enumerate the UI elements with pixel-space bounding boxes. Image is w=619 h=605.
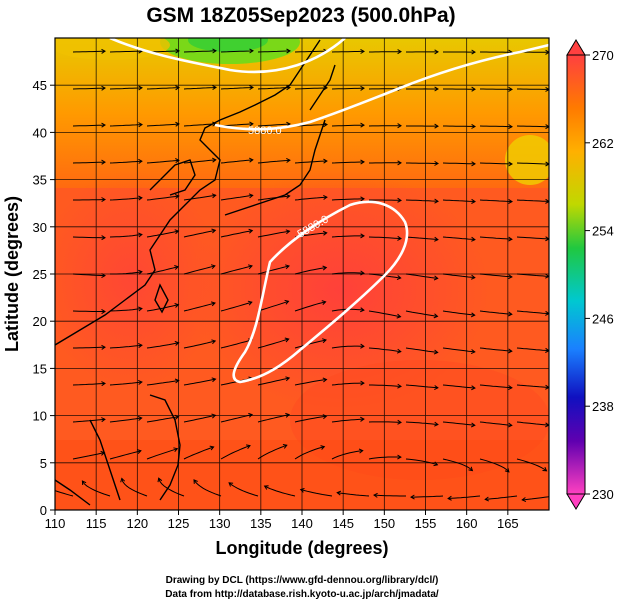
colorbar-gradient <box>566 54 586 495</box>
x-tick-label: 115 <box>86 516 107 531</box>
y-tick-label: 25 <box>33 267 47 282</box>
colorbar-tick-label: 230 <box>592 487 614 502</box>
colorbar-top-arrow <box>566 39 586 56</box>
y-tick-label: 10 <box>33 409 47 424</box>
colorbar-tick-label: 254 <box>592 224 614 239</box>
temperature-field <box>55 38 549 510</box>
contour-5880 <box>109 38 549 384</box>
colorbar-tick-label: 238 <box>592 399 614 414</box>
x-tick-label: 155 <box>415 516 437 531</box>
y-tick-label: 0 <box>40 503 47 518</box>
y-tick-label: 30 <box>33 220 47 235</box>
credit-data: Data from http://database.rish.kyoto-u.a… <box>165 589 439 600</box>
x-tick-label: 110 <box>45 516 66 531</box>
colorbar-tick-label: 246 <box>592 311 614 326</box>
y-tick-label: 35 <box>33 173 47 188</box>
y-axis: 0 5 10 15 20 25 30 35 40 45 <box>33 78 55 518</box>
x-tick-label: 135 <box>250 516 272 531</box>
grid-lines <box>55 38 549 510</box>
y-tick-label: 15 <box>33 361 47 376</box>
x-tick-label: 165 <box>497 516 519 531</box>
y-tick-label: 40 <box>33 125 47 140</box>
x-axis-label: Longitude (degrees) <box>215 538 388 558</box>
x-tick-label: 160 <box>456 516 478 531</box>
credit-drawing: Drawing by DCL (https://www.gfd-dennou.o… <box>166 575 439 586</box>
x-tick-label: 140 <box>291 516 313 531</box>
x-axis: 110 115 120 125 130 135 140 145 150 155 160 165 <box>45 510 519 531</box>
x-tick-label: 145 <box>332 516 354 531</box>
colorbar: 270 262 254 246 238 230 <box>566 39 614 510</box>
x-tick-label: 120 <box>126 516 148 531</box>
y-tick-label: 5 <box>40 456 47 471</box>
colorbar-tick-label: 270 <box>592 48 614 63</box>
x-tick-label: 125 <box>168 516 190 531</box>
y-axis-label: Latitude (degrees) <box>2 196 22 352</box>
y-tick-label: 45 <box>33 78 47 93</box>
colorbar-bottom-arrow <box>566 493 586 510</box>
x-tick-label: 130 <box>209 516 231 531</box>
colorbar-tick-label: 262 <box>592 136 614 151</box>
plot-title: GSM 18Z05Sep2023 (500.0hPa) <box>146 4 455 27</box>
x-tick-label: 150 <box>373 516 395 531</box>
y-tick-label: 20 <box>33 314 47 329</box>
contour-label-north: 5880.0 <box>248 125 282 137</box>
